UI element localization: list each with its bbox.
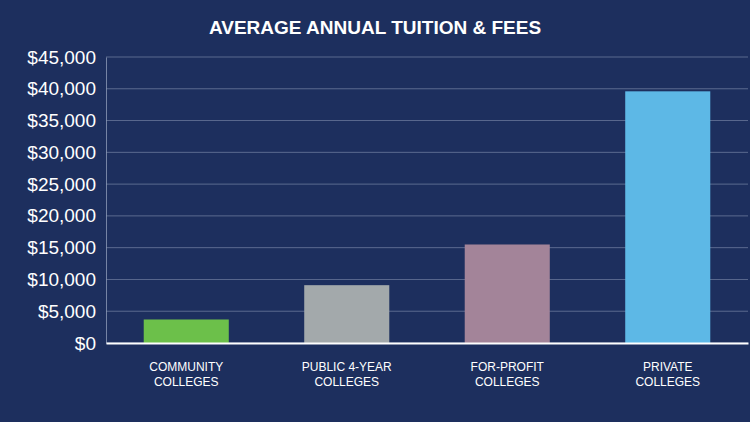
x-tick-label: PUBLIC 4-YEARCOLLEGES bbox=[302, 360, 392, 389]
bar bbox=[625, 91, 710, 343]
x-tick-label-line: PRIVATE bbox=[643, 360, 693, 374]
x-tick: PRIVATECOLLEGES bbox=[635, 343, 700, 389]
x-tick-label: FOR-PROFITCOLLEGES bbox=[471, 360, 545, 389]
y-tick-label: $10,000 bbox=[27, 269, 96, 290]
y-tick: $20,000 bbox=[27, 205, 106, 226]
y-tick-label: $15,000 bbox=[27, 237, 96, 258]
y-tick: $35,000 bbox=[27, 110, 106, 131]
y-tick-label: $40,000 bbox=[27, 78, 96, 99]
y-axis-line bbox=[106, 58, 107, 344]
x-tick-label-line: COLLEGES bbox=[635, 375, 700, 389]
bar bbox=[465, 244, 550, 343]
y-tick: $0 bbox=[75, 333, 106, 354]
x-tick: FOR-PROFITCOLLEGES bbox=[471, 343, 545, 389]
y-tick-label: $25,000 bbox=[27, 174, 96, 195]
y-tick: $15,000 bbox=[27, 237, 106, 258]
y-axis: $0 $5,000 $10,000 $15,000 $20,000 $25,000 $30,… bbox=[27, 47, 106, 354]
bar bbox=[304, 285, 389, 343]
y-tick: $45,000 bbox=[27, 47, 106, 68]
x-axis: COMMUNITYCOLLEGESPUBLIC 4-YEARCOLLEGESFO… bbox=[107, 343, 749, 389]
y-tick-label: $35,000 bbox=[27, 110, 96, 131]
y-tick-label: $45,000 bbox=[27, 47, 96, 68]
x-tick: COMMUNITYCOLLEGES bbox=[149, 343, 223, 389]
x-axis-line bbox=[107, 343, 749, 345]
grid-line bbox=[106, 88, 748, 89]
y-tick-label: $30,000 bbox=[27, 142, 96, 163]
y-tick-label: $20,000 bbox=[27, 205, 96, 226]
y-tick: $5,000 bbox=[38, 301, 106, 322]
grid-line bbox=[106, 343, 748, 344]
bar bbox=[144, 319, 229, 343]
grid bbox=[106, 57, 748, 343]
y-tick: $25,000 bbox=[27, 174, 106, 195]
y-tick: $30,000 bbox=[27, 142, 106, 163]
x-tick-label-line: COLLEGES bbox=[475, 375, 540, 389]
y-tick-label: $0 bbox=[75, 333, 96, 354]
x-tick-label-line: FOR-PROFIT bbox=[471, 360, 545, 374]
x-tick: PUBLIC 4-YEARCOLLEGES bbox=[302, 343, 392, 389]
chart-svg: AVERAGE ANNUAL TUITION & FEES $0 $5,000 $10… bbox=[0, 0, 750, 422]
title: AVERAGE ANNUAL TUITION & FEES bbox=[209, 17, 541, 38]
y-tick: $10,000 bbox=[27, 269, 106, 290]
x-tick-label-line: COMMUNITY bbox=[149, 360, 223, 374]
y-tick-label: $5,000 bbox=[38, 301, 96, 322]
x-tick-label-line: COLLEGES bbox=[314, 375, 379, 389]
grid-line bbox=[106, 57, 748, 58]
y-tick: $40,000 bbox=[27, 78, 106, 99]
x-tick-label-line: PUBLIC 4-YEAR bbox=[302, 360, 392, 374]
x-tick-label: COMMUNITYCOLLEGES bbox=[149, 360, 223, 389]
x-tick-label-line: COLLEGES bbox=[154, 375, 219, 389]
background bbox=[0, 0, 750, 422]
x-tick-label: PRIVATECOLLEGES bbox=[635, 360, 700, 389]
bars bbox=[144, 91, 711, 343]
chart-container: AVERAGE ANNUAL TUITION & FEES $0 $5,000 $10… bbox=[0, 0, 750, 422]
